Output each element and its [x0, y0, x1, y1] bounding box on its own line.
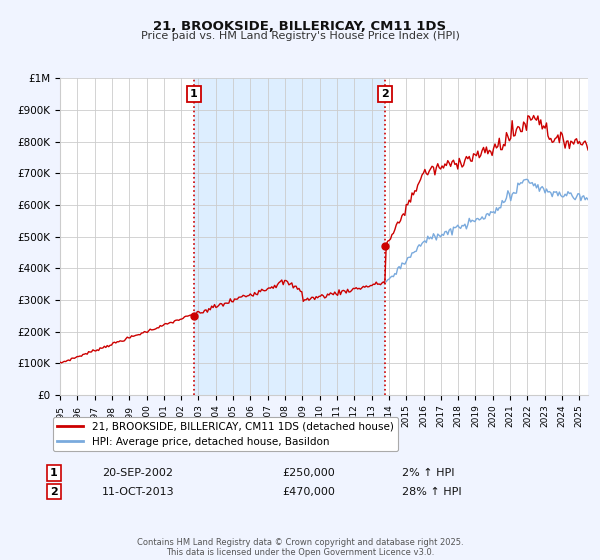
Bar — [194, 78, 385, 395]
Text: 1: 1 — [50, 468, 58, 478]
Text: 28% ↑ HPI: 28% ↑ HPI — [402, 487, 461, 497]
Text: 2: 2 — [50, 487, 58, 497]
Text: 20-SEP-2002: 20-SEP-2002 — [102, 468, 173, 478]
Text: 2% ↑ HPI: 2% ↑ HPI — [402, 468, 455, 478]
Text: 2: 2 — [381, 89, 389, 99]
Text: Price paid vs. HM Land Registry's House Price Index (HPI): Price paid vs. HM Land Registry's House … — [140, 31, 460, 41]
Text: £250,000: £250,000 — [282, 468, 335, 478]
Text: 1: 1 — [190, 89, 197, 99]
Legend: 21, BROOKSIDE, BILLERICAY, CM11 1DS (detached house), HPI: Average price, detach: 21, BROOKSIDE, BILLERICAY, CM11 1DS (det… — [53, 417, 398, 451]
Text: Contains HM Land Registry data © Crown copyright and database right 2025.
This d: Contains HM Land Registry data © Crown c… — [137, 538, 463, 557]
Text: 11-OCT-2013: 11-OCT-2013 — [102, 487, 175, 497]
Text: £470,000: £470,000 — [282, 487, 335, 497]
Text: 21, BROOKSIDE, BILLERICAY, CM11 1DS: 21, BROOKSIDE, BILLERICAY, CM11 1DS — [154, 20, 446, 32]
